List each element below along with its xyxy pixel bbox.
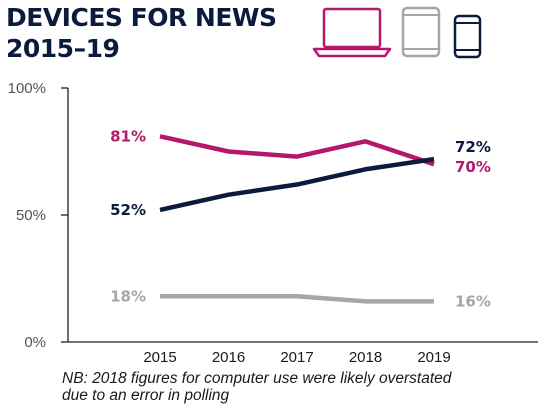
y-axis-ticks: 0% 50% 100% [8, 80, 68, 351]
title-line-1: DEVICES FOR NEWS [6, 3, 277, 32]
tablet-end-label: 16% [455, 292, 491, 310]
x-axis-ticks: 2015 2016 2017 2018 2019 [143, 349, 450, 366]
footnote-line-1: NB: 2018 figures for computer use were l… [62, 370, 452, 387]
title-line-2: 2015–19 [6, 34, 120, 63]
chart-title: DEVICES FOR NEWS 2015–19 [6, 2, 277, 64]
y-tick-label: 100% [8, 80, 46, 97]
footnote-line-2: due to an error in polling [62, 387, 230, 404]
laptop-icon [312, 7, 392, 58]
smartphone-icon [453, 14, 482, 59]
smartphone-end-label: 72% [455, 138, 491, 156]
computer-end-label: 70% [455, 158, 491, 176]
x-tick-label: 2016 [212, 349, 245, 366]
x-tick-label: 2019 [417, 349, 450, 366]
computer-start-label: 81% [110, 127, 146, 145]
x-tick-label: 2017 [280, 349, 313, 366]
tablet-start-label: 18% [110, 287, 146, 305]
footnote: NB: 2018 figures for computer use were l… [62, 370, 451, 404]
data-labels: 81% 70% 52% 72% 18% 16% [110, 127, 491, 310]
y-tick-label: 0% [24, 334, 46, 351]
tablet-icon [401, 6, 441, 58]
computer-series-line [159, 134, 435, 167]
smartphone-series-line [159, 156, 435, 213]
y-tick-label: 50% [16, 207, 46, 224]
x-tick-label: 2018 [349, 349, 382, 366]
x-tick-label: 2015 [143, 349, 176, 366]
series-lines [159, 134, 435, 304]
tablet-series-line [160, 294, 434, 304]
smartphone-start-label: 52% [110, 201, 146, 219]
